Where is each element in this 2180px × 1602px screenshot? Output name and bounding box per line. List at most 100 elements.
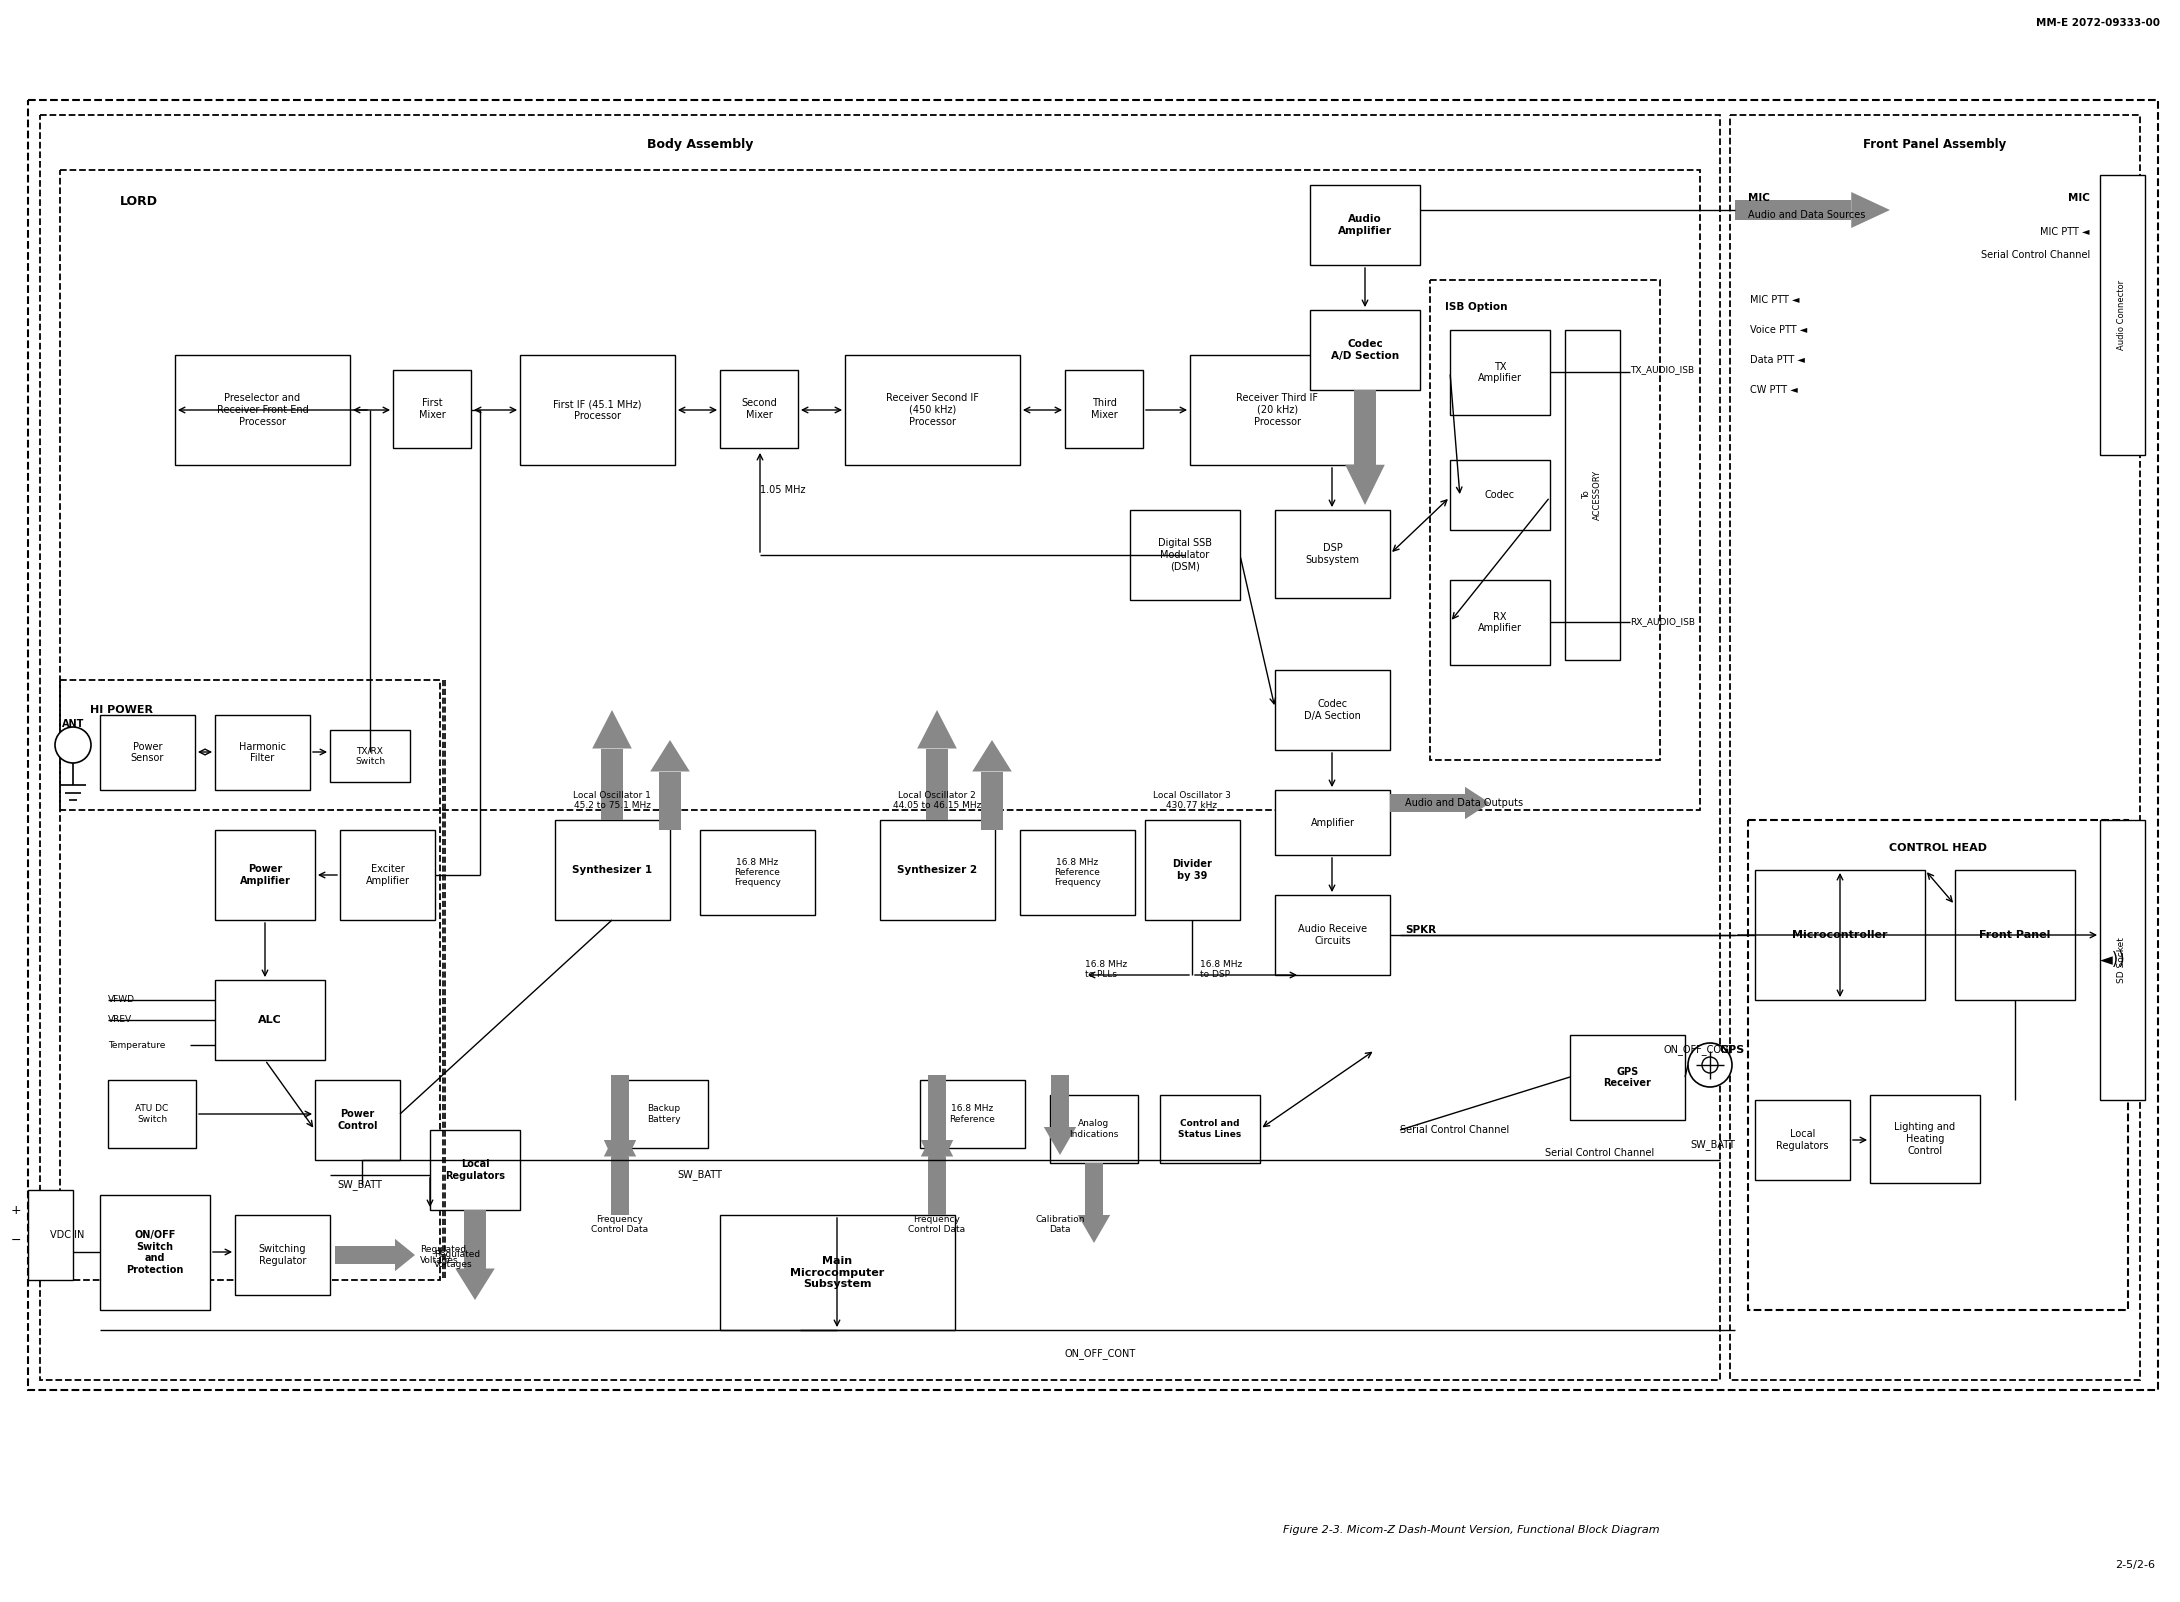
Bar xyxy=(1565,330,1620,660)
Text: Analog
Indications: Analog Indications xyxy=(1070,1120,1118,1139)
Text: Local Oscillator 1
45.2 to 75.1 MHz: Local Oscillator 1 45.2 to 75.1 MHz xyxy=(573,791,652,811)
Polygon shape xyxy=(920,1141,953,1174)
Bar xyxy=(719,370,798,449)
Bar xyxy=(61,170,1700,811)
Polygon shape xyxy=(1044,1126,1077,1155)
Text: TX
Amplifier: TX Amplifier xyxy=(1478,362,1522,383)
Text: Divider
by 39: Divider by 39 xyxy=(1173,859,1212,881)
Polygon shape xyxy=(1465,787,1489,819)
Bar xyxy=(920,1080,1025,1149)
Text: First
Mixer: First Mixer xyxy=(419,399,445,420)
Bar xyxy=(336,1246,395,1264)
Bar xyxy=(1086,1163,1103,1214)
Bar xyxy=(1310,184,1419,264)
Polygon shape xyxy=(593,710,632,748)
Text: 1.05 MHz: 1.05 MHz xyxy=(761,485,804,495)
Text: Body Assembly: Body Assembly xyxy=(647,138,752,151)
Bar xyxy=(109,1080,196,1149)
Text: 16.8 MHz
to PLLs: 16.8 MHz to PLLs xyxy=(1086,960,1127,979)
Bar xyxy=(1144,820,1240,920)
Bar xyxy=(700,830,815,915)
Bar xyxy=(846,356,1020,465)
Bar xyxy=(1755,870,1925,1000)
Polygon shape xyxy=(1345,465,1384,505)
Bar xyxy=(521,356,676,465)
Text: Front Panel: Front Panel xyxy=(1979,931,2051,940)
Bar xyxy=(610,1075,630,1141)
Text: Third
Mixer: Third Mixer xyxy=(1090,399,1118,420)
Bar xyxy=(61,679,440,1280)
Bar xyxy=(881,820,994,920)
Text: MIC PTT ◄: MIC PTT ◄ xyxy=(1751,295,1798,304)
Text: Exciter
Amplifier: Exciter Amplifier xyxy=(366,863,410,886)
Text: 16.8 MHz
Reference: 16.8 MHz Reference xyxy=(950,1104,996,1123)
Polygon shape xyxy=(1851,192,1890,227)
Text: MIC: MIC xyxy=(1748,192,1770,203)
Text: RX
Amplifier: RX Amplifier xyxy=(1478,612,1522,633)
Polygon shape xyxy=(395,1238,414,1272)
Bar xyxy=(1450,330,1550,415)
Text: LORD: LORD xyxy=(120,195,157,208)
Text: Receiver Third IF
(20 kHz)
Processor: Receiver Third IF (20 kHz) Processor xyxy=(1236,394,1319,426)
Text: Power
Control: Power Control xyxy=(338,1109,377,1131)
Text: DSP
Subsystem: DSP Subsystem xyxy=(1306,543,1360,566)
Text: −: − xyxy=(11,1234,22,1246)
Bar xyxy=(1275,896,1391,976)
Text: Amplifier: Amplifier xyxy=(1310,817,1354,828)
Bar xyxy=(28,99,2158,1391)
Bar xyxy=(1020,830,1136,915)
Text: ALC: ALC xyxy=(257,1016,281,1025)
Text: Audio Receive
Circuits: Audio Receive Circuits xyxy=(1297,924,1367,945)
Bar xyxy=(174,356,351,465)
Text: Figure 2-3. Micom-Z Dash-Mount Version, Functional Block Diagram: Figure 2-3. Micom-Z Dash-Mount Version, … xyxy=(1284,1525,1659,1535)
Text: 2-5/2-6: 2-5/2-6 xyxy=(2115,1560,2156,1570)
Bar xyxy=(610,1157,630,1214)
Bar xyxy=(100,1195,209,1310)
Bar xyxy=(216,980,325,1061)
Bar xyxy=(1735,200,1851,219)
Bar xyxy=(1731,115,2141,1379)
Text: Power
Sensor: Power Sensor xyxy=(131,742,163,763)
Text: Data PTT ◄: Data PTT ◄ xyxy=(1751,356,1805,365)
Bar xyxy=(28,1190,72,1280)
Text: 16.8 MHz
Reference
Frequency: 16.8 MHz Reference Frequency xyxy=(735,857,780,888)
Text: GPS
Receiver: GPS Receiver xyxy=(1604,1067,1652,1088)
Text: VDC IN: VDC IN xyxy=(50,1230,85,1240)
Bar xyxy=(1051,1075,1068,1126)
Bar xyxy=(1430,280,1659,759)
Bar xyxy=(929,1157,946,1214)
Text: ON_OFF_CONT: ON_OFF_CONT xyxy=(1663,1045,1735,1056)
Bar xyxy=(340,830,436,920)
Text: RX_AUDIO_ISB: RX_AUDIO_ISB xyxy=(1631,617,1696,626)
Polygon shape xyxy=(920,1125,953,1157)
Text: Backup
Battery: Backup Battery xyxy=(647,1104,680,1123)
Text: ◄)): ◄)) xyxy=(2099,952,2126,969)
Text: ISB Option: ISB Option xyxy=(1445,303,1509,312)
Text: CONTROL HEAD: CONTROL HEAD xyxy=(1890,843,1986,852)
Polygon shape xyxy=(604,1125,637,1157)
Text: Local Oscillator 2
44.05 to 46.15 MHz: Local Oscillator 2 44.05 to 46.15 MHz xyxy=(894,791,981,811)
Bar xyxy=(429,1129,521,1210)
Bar xyxy=(719,1214,955,1330)
Text: Frequency
Control Data: Frequency Control Data xyxy=(909,1214,966,1235)
Text: Power
Amplifier: Power Amplifier xyxy=(240,863,290,886)
Polygon shape xyxy=(650,740,689,772)
Text: Regulated
Voltages: Regulated Voltages xyxy=(434,1250,480,1269)
Text: Audio and Data Sources: Audio and Data Sources xyxy=(1748,210,1866,219)
Text: ANT: ANT xyxy=(61,719,85,729)
Text: ON_OFF_CONT: ON_OFF_CONT xyxy=(1064,1347,1136,1358)
Text: To
ACCESSORY: To ACCESSORY xyxy=(1583,469,1602,521)
Text: Temperature: Temperature xyxy=(109,1041,166,1049)
Text: Local
Regulators: Local Regulators xyxy=(445,1160,506,1181)
Bar xyxy=(929,1075,946,1141)
Bar xyxy=(1160,1096,1260,1163)
Polygon shape xyxy=(972,740,1012,772)
Bar xyxy=(556,820,669,920)
Text: Codec: Codec xyxy=(1485,490,1515,500)
Bar xyxy=(1955,870,2075,1000)
Text: TX/RX
Switch: TX/RX Switch xyxy=(355,747,386,766)
Bar xyxy=(1570,1035,1685,1120)
Bar xyxy=(1275,509,1391,598)
Text: ON/OFF
Switch
and
Protection: ON/OFF Switch and Protection xyxy=(126,1230,183,1275)
Text: Serial Control Channel: Serial Control Channel xyxy=(1400,1125,1509,1134)
